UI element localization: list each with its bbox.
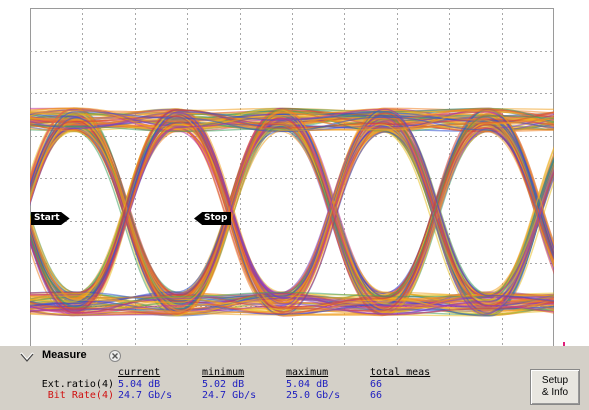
column-header-maximum: maximum <box>286 367 329 378</box>
ext-ratio-total-meas: 66 <box>370 379 383 390</box>
start-marker-label: Start <box>34 213 60 223</box>
setup-info-button[interactable]: Setup & Info <box>530 369 580 405</box>
close-icon[interactable] <box>109 350 121 362</box>
setup-info-button-line1: Setup <box>541 375 569 386</box>
start-marker[interactable]: Start <box>31 212 70 225</box>
column-header-minimum: minimum <box>202 367 245 378</box>
setup-info-button-line2: & Info <box>541 387 569 398</box>
chevron-down-icon[interactable] <box>20 352 34 362</box>
bit-rate-current: 24.7 Gb/s <box>118 390 173 401</box>
measurement-label-extinction-ratio[interactable]: Ext.ratio(4) <box>41 379 114 390</box>
bit-rate-minimum: 24.7 Gb/s <box>202 390 257 401</box>
eye-diagram <box>30 107 554 317</box>
column-header-total-meas: total meas <box>370 367 431 378</box>
ext-ratio-current: 5.04 dB <box>118 379 161 390</box>
stop-marker[interactable]: Stop <box>194 212 232 225</box>
bit-rate-maximum: 25.0 Gb/s <box>286 390 341 401</box>
bit-rate-total-meas: 66 <box>370 390 383 401</box>
stop-marker-label: Stop <box>204 213 228 223</box>
measurement-label-bit-rate[interactable]: Bit Rate(4) <box>47 390 114 401</box>
eye-traces <box>30 107 554 317</box>
measure-tab[interactable] <box>8 346 130 366</box>
column-header-current: current <box>118 367 161 378</box>
ext-ratio-maximum: 5.04 dB <box>286 379 329 390</box>
measure-tab-label: Measure <box>42 349 87 361</box>
ext-ratio-minimum: 5.02 dB <box>202 379 245 390</box>
